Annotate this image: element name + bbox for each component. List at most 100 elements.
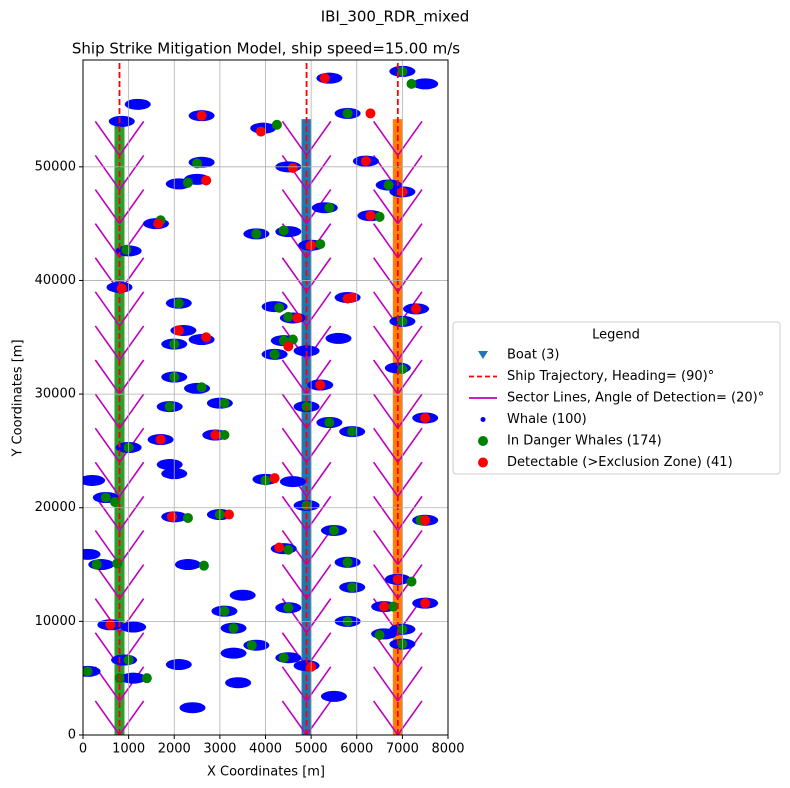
sector-line [305, 666, 332, 702]
sector-line [397, 189, 423, 225]
sector-line [372, 393, 399, 429]
sector-line [372, 564, 399, 600]
whale [412, 78, 439, 90]
danger-whale [278, 225, 289, 236]
detectable-whale [347, 292, 358, 303]
sector-line [397, 120, 423, 156]
danger-whale [246, 640, 257, 651]
whale [120, 672, 147, 684]
danger-whale [112, 558, 123, 569]
x-tick-label: 0 [79, 742, 87, 757]
legend-label: Ship Trajectory, Heading= (90)° [507, 369, 714, 384]
sector-line [118, 495, 145, 531]
legend-marker [478, 457, 488, 468]
danger-whale [328, 525, 339, 536]
sector-line [397, 700, 423, 735]
sector-line [281, 564, 308, 600]
sector-line [372, 359, 399, 395]
sector-line [94, 325, 121, 361]
sector-line [305, 257, 332, 293]
legend-label: Sector Lines, Angle of Detection= (20)° [507, 391, 764, 406]
legend-label: Whale (100) [507, 412, 587, 427]
sector-line [397, 632, 423, 668]
detectable-whale [274, 542, 285, 553]
sector-line [397, 223, 423, 259]
danger-whale [406, 576, 417, 587]
sector-line [397, 427, 423, 463]
whale [174, 559, 201, 571]
y-tick-label: 0 [68, 728, 76, 743]
detectable-whale [201, 175, 212, 186]
sector-line [118, 120, 145, 156]
plot-area [83, 60, 439, 735]
x-tick-label: 4000 [249, 742, 282, 757]
danger-whale [141, 673, 152, 684]
sector-line [305, 427, 332, 463]
whale [165, 659, 192, 671]
danger-whale [283, 602, 294, 613]
sector-line [118, 393, 145, 429]
danger-whale [342, 557, 353, 568]
sector-line [305, 564, 332, 600]
sector-line [118, 700, 145, 735]
sector-line [372, 120, 399, 156]
detectable-whale [269, 473, 280, 484]
danger-whale [374, 211, 385, 222]
x-tick-label: 5000 [295, 742, 328, 757]
danger-whale [406, 78, 417, 89]
sector-line [397, 325, 423, 361]
sector-line [397, 529, 423, 566]
whale [225, 677, 252, 689]
whale [83, 548, 101, 560]
legend-label: Boat (3) [507, 348, 559, 363]
sector-line [281, 359, 308, 395]
danger-whale [388, 601, 399, 612]
y-tick-label: 50000 [35, 159, 76, 174]
detectable-whale [411, 303, 422, 314]
sector-line [305, 461, 332, 497]
sector-line [372, 461, 399, 497]
sector-line [94, 427, 121, 463]
whale [179, 702, 206, 714]
sector-line [397, 359, 423, 395]
sector-line [397, 461, 423, 497]
danger-whale [342, 108, 353, 119]
sector-line [305, 495, 332, 531]
detectable-whale [365, 108, 376, 119]
danger-whale [271, 119, 282, 130]
whale [124, 98, 151, 110]
sector-line [305, 700, 332, 735]
sector-line [281, 700, 308, 735]
y-tick-label: 40000 [35, 273, 76, 288]
sector-line [372, 700, 399, 735]
danger-whale [278, 652, 289, 663]
sector-line [372, 189, 399, 225]
sector-line [118, 154, 145, 191]
danger-whale [182, 177, 193, 188]
sector-line [94, 393, 121, 429]
danger-whale [347, 426, 358, 437]
danger-whale [109, 497, 120, 508]
sector-line [118, 564, 145, 600]
sector-line [372, 325, 399, 361]
x-tick-label: 6000 [340, 742, 373, 757]
whale [156, 459, 183, 471]
sector-line [372, 257, 399, 293]
danger-whale [182, 512, 193, 523]
whale [229, 589, 256, 601]
chart-title: Ship Strike Mitigation Model, ship speed… [72, 40, 460, 58]
danger-whale [315, 239, 326, 250]
sector-line [118, 461, 145, 497]
sector-line [397, 154, 423, 191]
sector-line [305, 154, 332, 191]
legend-box [452, 321, 781, 475]
danger-whale [228, 623, 239, 634]
detectable-whale [155, 434, 166, 445]
sector-line [397, 495, 423, 531]
detectable-whale [196, 110, 207, 121]
sector-line [372, 427, 399, 463]
sector-line [305, 393, 332, 429]
danger-whale [324, 202, 335, 213]
sector-line [281, 189, 308, 225]
